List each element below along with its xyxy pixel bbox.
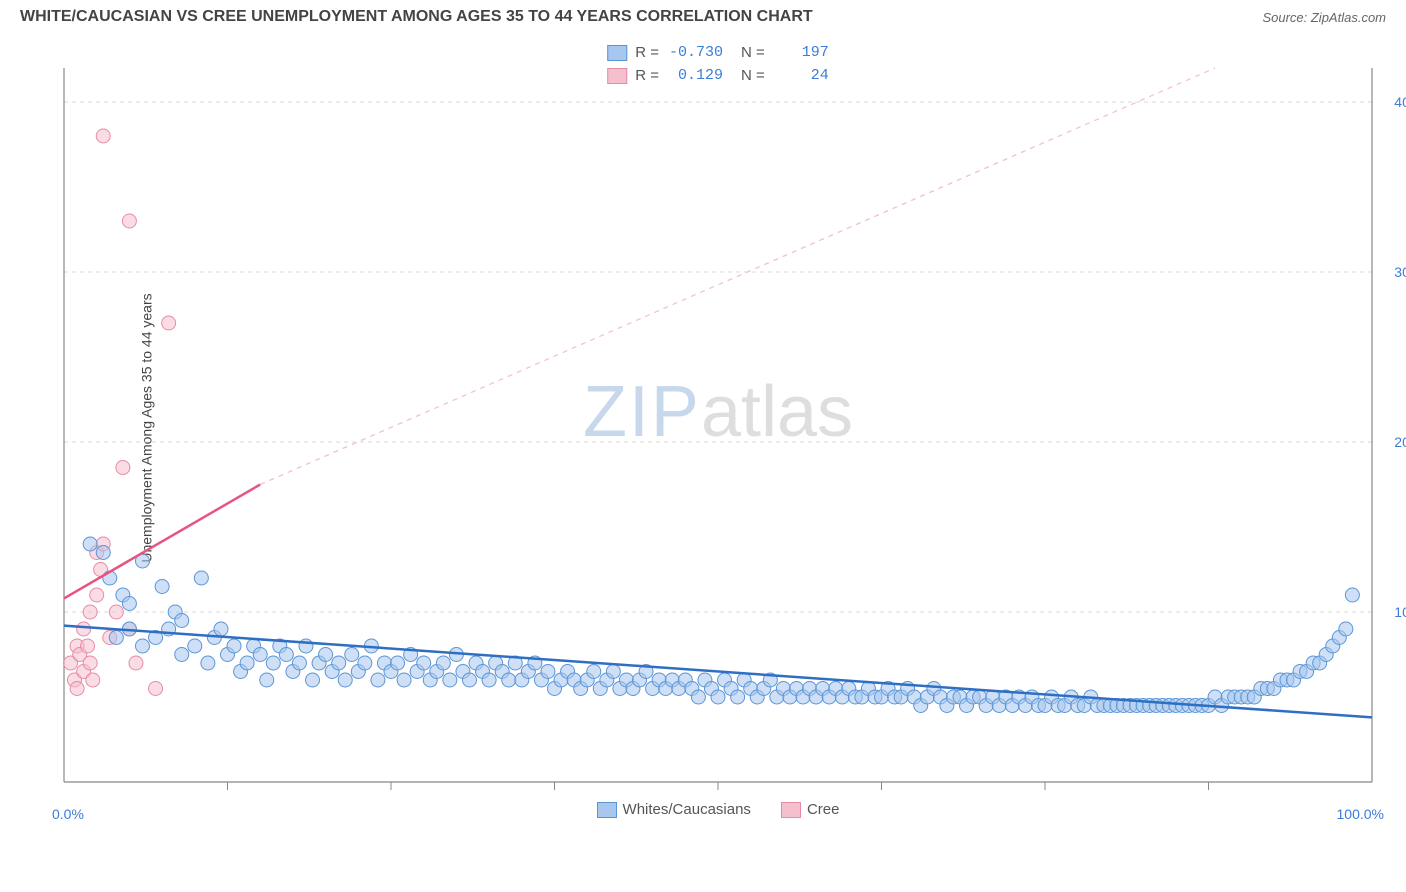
r-label-2: R = <box>635 65 659 88</box>
y-tick-label: 20.0% <box>1394 434 1406 450</box>
r-value-1: -0.730 <box>667 42 723 65</box>
swatch-series2 <box>607 68 627 84</box>
y-tick-label: 10.0% <box>1394 604 1406 620</box>
n-value-2: 24 <box>773 65 829 88</box>
r-value-2: 0.129 <box>667 65 723 88</box>
legend-swatch-1 <box>597 802 617 818</box>
swatch-series1 <box>607 45 627 61</box>
y-tick-label: 30.0% <box>1394 264 1406 280</box>
scatter-plot-svg <box>60 38 1376 818</box>
n-label-1: N = <box>741 42 765 65</box>
legend-item-2: Cree <box>781 801 840 818</box>
stats-row-1: R = -0.730 N = 197 <box>607 42 829 65</box>
legend-label-1: Whites/Caucasians <box>623 801 751 818</box>
n-label-2: N = <box>741 65 765 88</box>
legend-swatch-2 <box>781 802 801 818</box>
legend-item-1: Whites/Caucasians <box>597 801 751 818</box>
y-tick-label: 40.0% <box>1394 94 1406 110</box>
r-label-1: R = <box>635 42 659 65</box>
legend-label-2: Cree <box>807 801 840 818</box>
chart-title: WHITE/CAUCASIAN VS CREE UNEMPLOYMENT AMO… <box>20 8 813 26</box>
chart-area: Unemployment Among Ages 35 to 44 years Z… <box>60 38 1376 818</box>
n-value-1: 197 <box>773 42 829 65</box>
bottom-legend: Whites/Caucasians Cree <box>60 801 1376 818</box>
stats-legend-box: R = -0.730 N = 197 R = 0.129 N = 24 <box>599 38 837 91</box>
stats-row-2: R = 0.129 N = 24 <box>607 65 829 88</box>
source-label: Source: ZipAtlas.com <box>1262 10 1386 25</box>
